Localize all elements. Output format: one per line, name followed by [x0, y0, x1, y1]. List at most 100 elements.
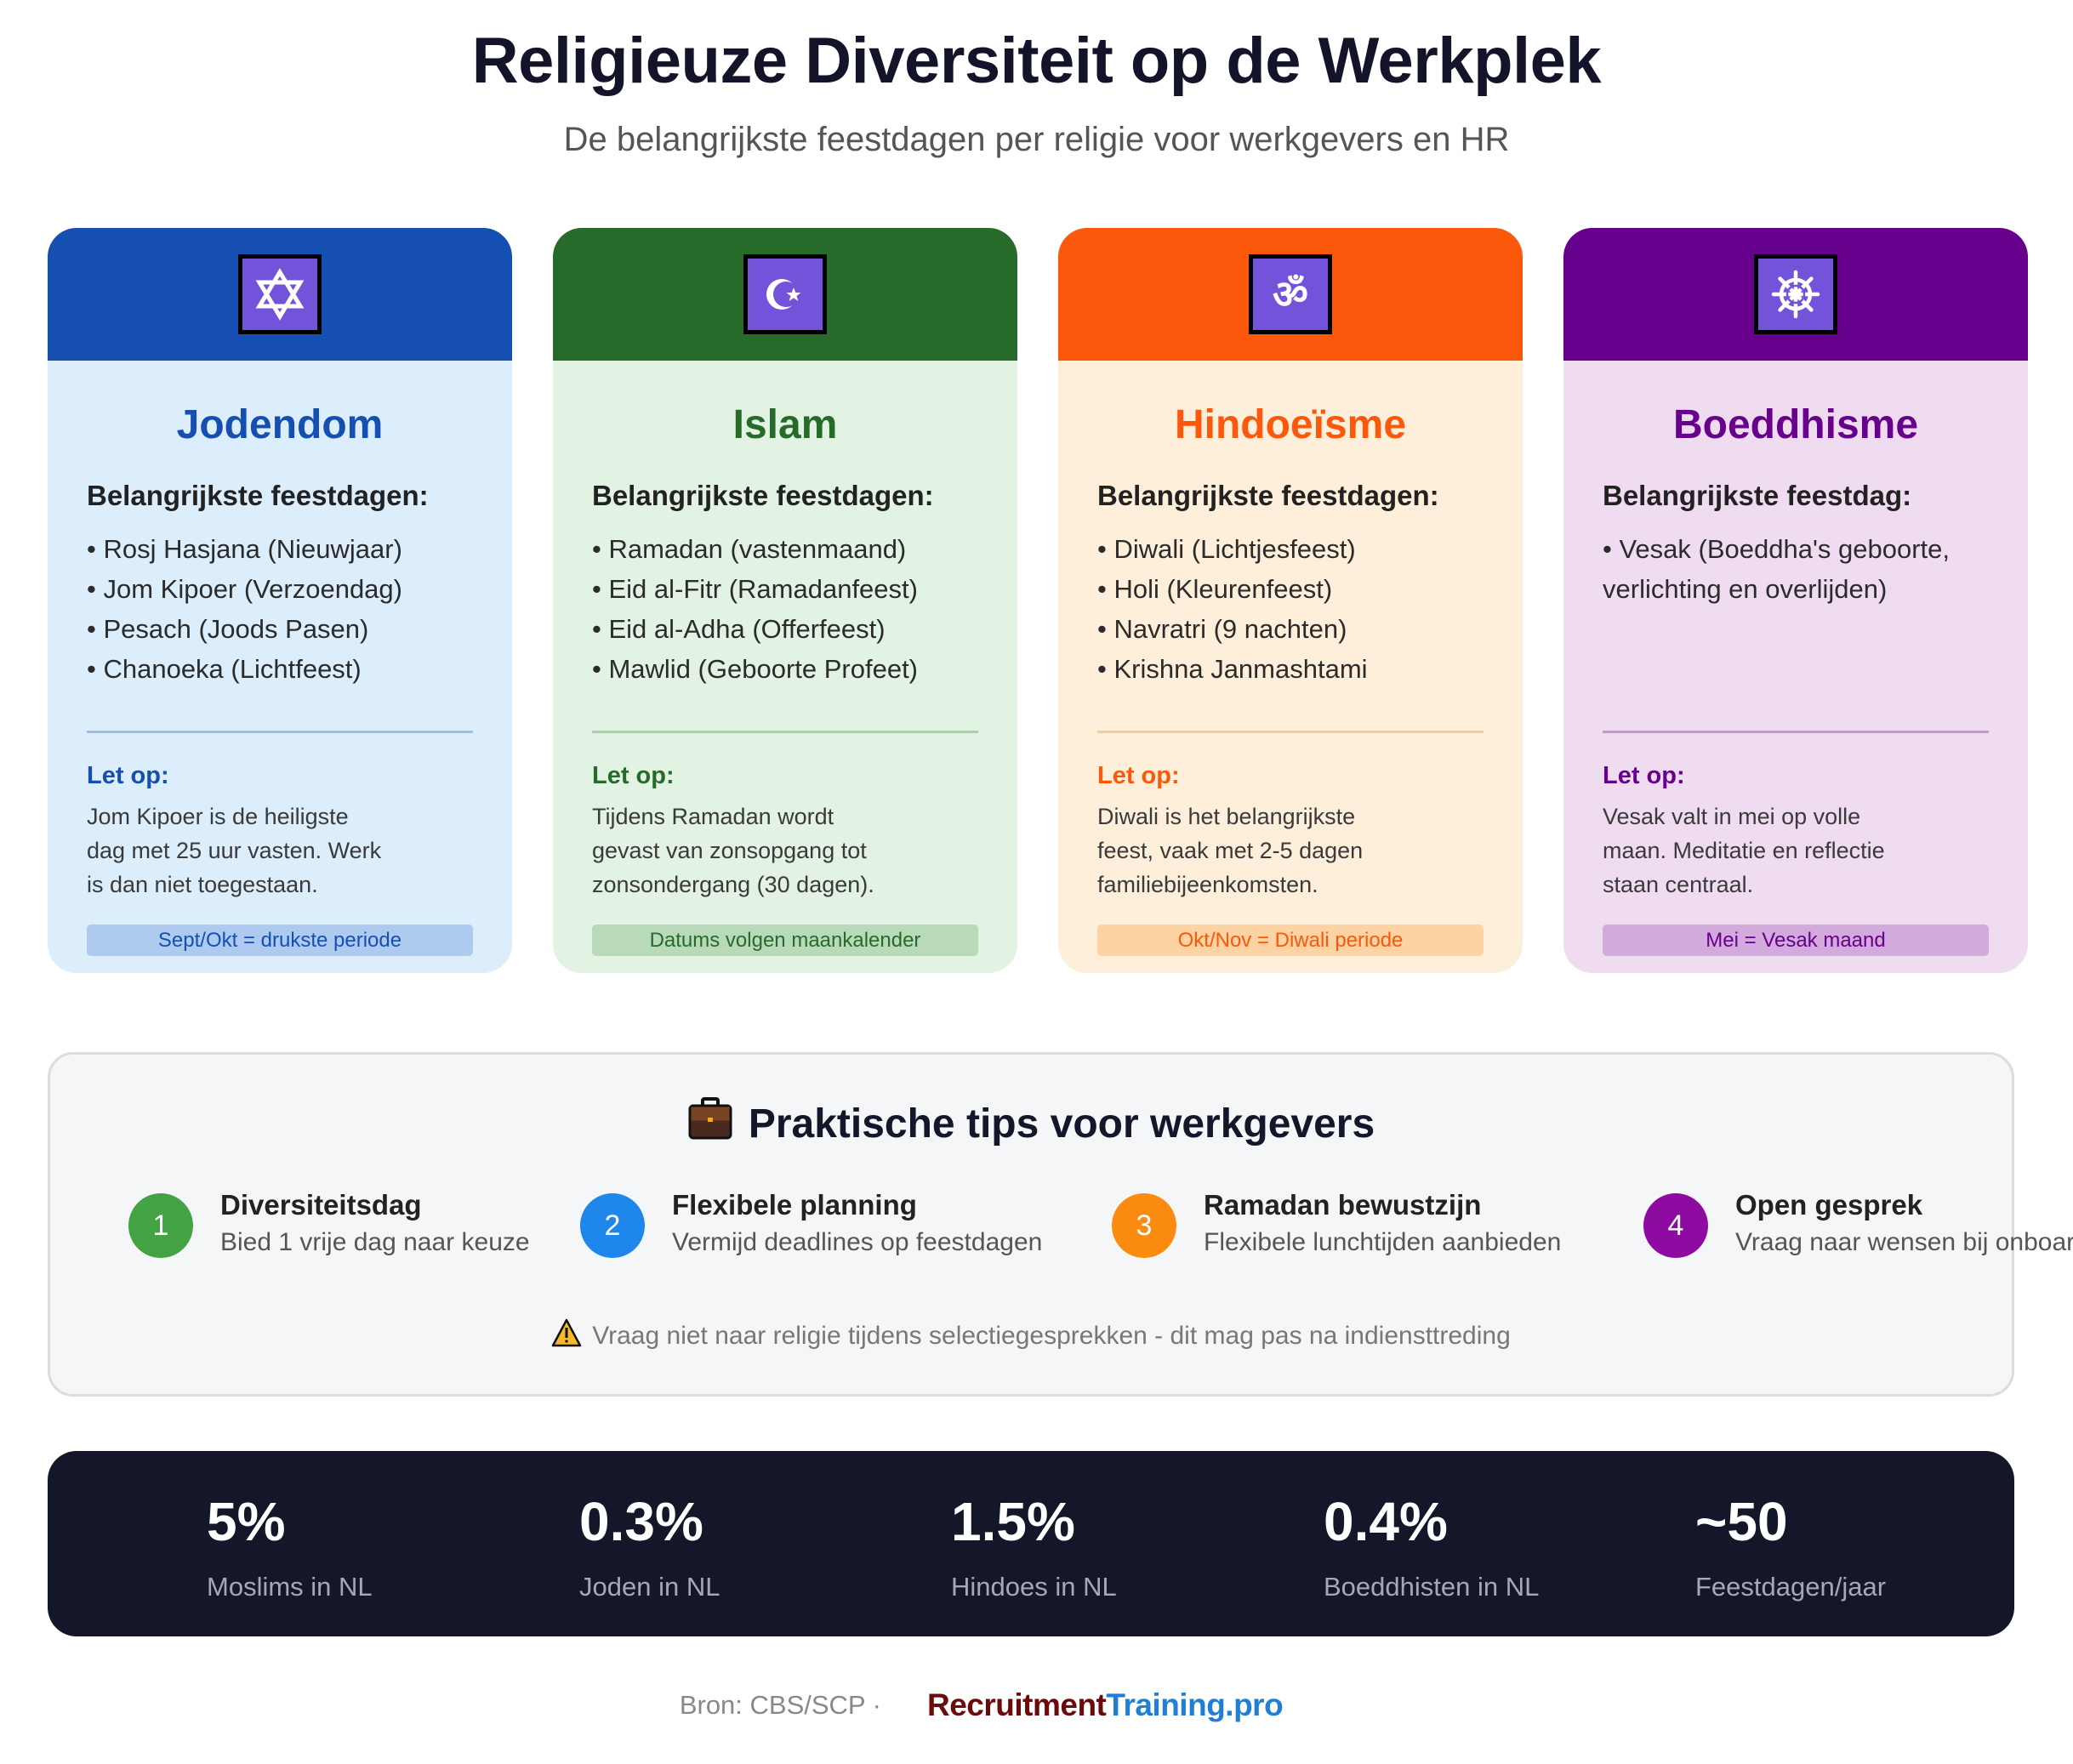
- religion-name: Jodendom: [176, 402, 384, 447]
- note-label: Let op:: [1097, 762, 1180, 789]
- holiday-item: • Eid al-Fitr (Ramadanfeest): [592, 574, 918, 604]
- holiday-item: • Navratri (9 nachten): [1097, 614, 1347, 644]
- card-header: [553, 228, 1017, 361]
- note-label: Let op:: [1603, 762, 1685, 789]
- holiday-item: • Krishna Janmashtami: [1097, 654, 1368, 684]
- religion-name: Boeddhisme: [1672, 402, 1919, 447]
- card-header: [1563, 228, 2028, 361]
- card-header: ॐ: [1058, 228, 1523, 361]
- tip-number-badge: 4: [1643, 1193, 1708, 1258]
- tip-item: 1 Diversiteitsdag Bied 1 vrije dag naar …: [128, 1186, 530, 1261]
- logo-part-training: Training.pro: [1106, 1687, 1284, 1722]
- tip-number-badge: 2: [580, 1193, 645, 1258]
- holiday-item: • Holi (Kleurenfeest): [1097, 574, 1333, 604]
- stat-label: Feestdagen/jaar: [1695, 1572, 1887, 1602]
- warning-icon: [551, 1318, 582, 1354]
- stat-item: 5% Moslims in NL: [207, 1492, 373, 1602]
- period-badge: Okt/Nov = Diwali periode: [1097, 925, 1484, 956]
- tip-item: 2 Flexibele planning Vermijd deadlines o…: [580, 1186, 1042, 1261]
- holiday-item: • Chanoeka (Lichtfeest): [87, 654, 362, 684]
- card-body: Hindoeïsme Belangrijkste feestdagen: • D…: [1058, 361, 1523, 973]
- stat-value: 0.4%: [1324, 1491, 1448, 1552]
- card-body: Boeddhisme Belangrijkste feestdag: • Ves…: [1563, 361, 2028, 973]
- om-icon: ॐ: [1249, 254, 1332, 334]
- holiday-item: • Vesak (Boeddha's geboorte, verlichting…: [1603, 534, 1950, 604]
- religion-name: Islam: [732, 402, 838, 447]
- source-text: Bron: CBS/SCP ·: [679, 1690, 881, 1720]
- stat-item: ~50 Feestdagen/jaar: [1695, 1492, 1886, 1602]
- holiday-item: • Diwali (Lichtjesfeest): [1097, 534, 1356, 564]
- tip-title: Diversiteitsdag: [220, 1189, 422, 1221]
- religion-cards: Jodendom Belangrijkste feestdagen: • Ros…: [48, 228, 2030, 973]
- page-title: Religieuze Diversiteit op de Werkplek: [471, 25, 1602, 97]
- stat-value: ~50: [1695, 1491, 1788, 1552]
- logo-part-recruitment: Recruitment: [927, 1687, 1107, 1722]
- stat-item: 0.3% Joden in NL: [579, 1492, 720, 1602]
- stat-label: Moslims in NL: [207, 1572, 373, 1602]
- tips-heading: Praktische tips voor werkgevers: [50, 1095, 2012, 1152]
- stat-value: 5%: [207, 1491, 286, 1552]
- note-label: Let op:: [592, 762, 675, 789]
- footer: Bron: CBS/SCP · RecruitmentTraining.pro: [0, 1687, 2073, 1723]
- note-text: Diwali is het belangrijkste feest, vaak …: [1097, 804, 1364, 897]
- tip-title: Ramadan bewustzijn: [1204, 1189, 1482, 1221]
- holidays-list: • Ramadan (vastenmaand) • Eid al-Fitr (R…: [592, 529, 978, 689]
- holiday-item: • Eid al-Adha (Offerfeest): [592, 614, 886, 644]
- holiday-item: • Mawlid (Geboorte Profeet): [592, 654, 919, 684]
- page-subtitle: De belangrijkste feestdagen per religie …: [563, 121, 1510, 158]
- holiday-item: • Jom Kipoer (Verzoendag): [87, 574, 402, 604]
- note-label: Let op:: [87, 762, 169, 789]
- divider: [1603, 731, 1989, 733]
- holidays-list: • Rosj Hasjana (Nieuwjaar) • Jom Kipoer …: [87, 529, 473, 689]
- tips-panel: Praktische tips voor werkgevers 1 Divers…: [48, 1052, 2073, 1397]
- warning-text: Vraag niet naar religie tijdens selectie…: [592, 1322, 1511, 1350]
- tip-number-badge: 1: [128, 1193, 193, 1258]
- religion-card-hindoeisme: ॐ Hindoeïsme Belangrijkste feestdagen: •…: [1058, 228, 1523, 973]
- card-body: Islam Belangrijkste feestdagen: • Ramada…: [553, 361, 1017, 973]
- star-and-crescent-icon: [743, 254, 827, 334]
- religion-card-boeddhisme: Boeddhisme Belangrijkste feestdag: • Ves…: [1563, 228, 2028, 973]
- tip-title: Flexibele planning: [672, 1189, 917, 1221]
- tip-item: 3 Ramadan bewustzijn Flexibele lunchtijd…: [1112, 1186, 1561, 1261]
- card-body: Jodendom Belangrijkste feestdagen: • Ros…: [48, 361, 512, 973]
- period-badge: Datums volgen maankalender: [592, 925, 978, 956]
- holidays-heading: Belangrijkste feestdag:: [1603, 480, 1912, 511]
- tip-description: Flexibele lunchtijden aanbieden: [1204, 1228, 1562, 1256]
- tip-title: Open gesprek: [1735, 1189, 1923, 1221]
- period-badge: Sept/Okt = drukste periode: [87, 925, 473, 956]
- stat-label: Hindoes in NL: [951, 1572, 1117, 1602]
- note-text: Tijdens Ramadan wordt gevast van zonsopg…: [592, 804, 874, 897]
- note-text: Vesak valt in mei op volle maan. Meditat…: [1603, 804, 1885, 897]
- card-header: [48, 228, 512, 361]
- tip-item: 4 Open gesprek Vraag naar wensen bij onb…: [1643, 1186, 2073, 1261]
- stat-label: Boeddhisten in NL: [1324, 1572, 1540, 1602]
- holidays-heading: Belangrijkste feestdagen:: [592, 480, 934, 511]
- brand-logo-link[interactable]: RecruitmentTraining.pro: [927, 1687, 1284, 1723]
- religion-name: Hindoeïsme: [1174, 402, 1407, 447]
- divider: [592, 731, 978, 733]
- holiday-item: • Pesach (Joods Pasen): [87, 614, 369, 644]
- tips-title-text: Praktische tips voor werkgevers: [748, 1101, 1375, 1147]
- divider: [87, 731, 473, 733]
- tip-description: Bied 1 vrije dag naar keuze: [220, 1228, 530, 1256]
- holidays-heading: Belangrijkste feestdagen:: [1097, 480, 1439, 511]
- dharma-wheel-icon: [1754, 254, 1837, 334]
- star-of-david-icon: [238, 254, 322, 334]
- stat-item: 0.4% Boeddhisten in NL: [1324, 1492, 1539, 1602]
- tip-description: Vraag naar wensen bij onboarding: [1735, 1228, 2073, 1256]
- religion-card-islam: Islam Belangrijkste feestdagen: • Ramada…: [553, 228, 1017, 973]
- note-text: Jom Kipoer is de heiligste dag met 25 uu…: [87, 804, 382, 897]
- holidays-list: • Diwali (Lichtjesfeest) • Holi (Kleuren…: [1097, 529, 1484, 689]
- divider: [1097, 731, 1484, 733]
- holidays-list: • Vesak (Boeddha's geboorte, verlichting…: [1603, 529, 1960, 609]
- religion-card-jodendom: Jodendom Belangrijkste feestdagen: • Ros…: [48, 228, 512, 973]
- stats-bar: 5% Moslims in NL 0.3% Joden in NL 1.5% H…: [48, 1451, 2014, 1636]
- stat-value: 0.3%: [579, 1491, 703, 1552]
- holiday-item: • Rosj Hasjana (Nieuwjaar): [87, 534, 402, 564]
- tip-description: Vermijd deadlines op feestdagen: [672, 1228, 1043, 1256]
- stat-item: 1.5% Hindoes in NL: [951, 1492, 1117, 1602]
- tip-number-badge: 3: [1112, 1193, 1176, 1258]
- warning-note: Vraag niet naar religie tijdens selectie…: [50, 1318, 2012, 1354]
- stat-label: Joden in NL: [579, 1572, 720, 1602]
